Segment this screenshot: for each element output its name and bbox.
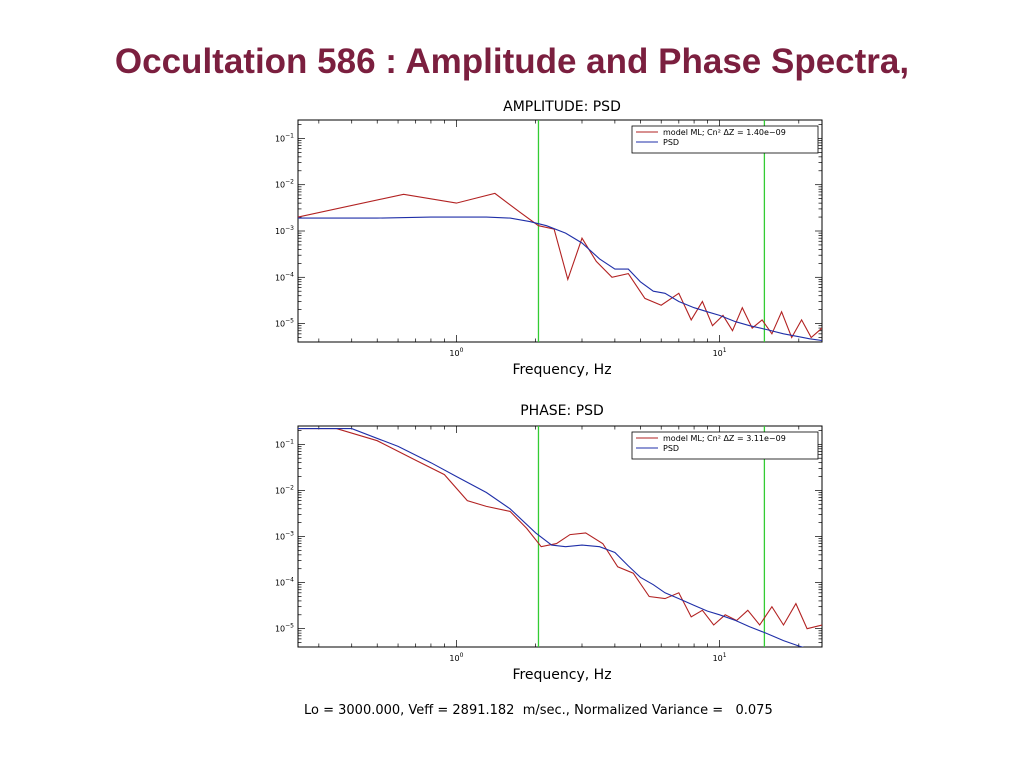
psd-series-line [298,216,822,342]
x-axis-label: Frequency, Hz [512,667,611,683]
legend-box [631,125,819,154]
y-tick-label: 10−4 [275,577,294,588]
y-tick-label: 10−3 [275,225,294,236]
y-tick-label: 10−3 [275,531,294,542]
legend-box [631,431,819,460]
y-tick-label: 10−4 [275,271,294,282]
parameters-footer: Lo = 3000.000, Veff = 2891.182 m/sec., N… [304,703,773,718]
phase-chart: PHASE: PSD 10−1 10−2 10−3 10−4 10−5 100 101 Freq… [275,403,823,683]
legend-entry: PSD [663,138,679,147]
chart-title: PHASE: PSD [520,403,604,419]
y-tick-label: 10−1 [275,132,294,143]
y-tick-label: 10−5 [275,318,294,329]
y-tick-label: 10−5 [275,623,294,634]
legend-entry: model ML; Cn² ΔZ = 1.40e−09 [663,128,786,137]
legend-entry: PSD [663,444,679,453]
y-tick-label: 10−2 [275,484,294,495]
x-tick-label: 100 [449,347,463,358]
y-tick-label: 10−1 [275,438,294,449]
x-tick-label: 101 [713,347,727,358]
axis-ticks [298,120,822,343]
slide-title: Occultation 586 : Amplitude and Phase Sp… [114,42,910,81]
x-tick-label: 100 [449,652,463,663]
series-group [298,428,822,647]
model-series-line [298,192,822,339]
chart-title: AMPLITUDE: PSD [503,99,621,115]
x-tick-label: 101 [713,652,727,663]
psd-series-line [298,428,805,647]
amplitude-chart: AMPLITUDE: PSD 10−1 10−2 10−3 10−4 10−5 100 101… [275,99,823,378]
x-axis-label: Frequency, Hz [512,362,611,378]
model-series-line [298,428,822,630]
series-group [298,192,822,342]
legend-entry: model ML; Cn² ΔZ = 3.11e−09 [663,434,786,443]
axis-ticks [298,426,822,648]
y-tick-label: 10−2 [275,179,294,190]
